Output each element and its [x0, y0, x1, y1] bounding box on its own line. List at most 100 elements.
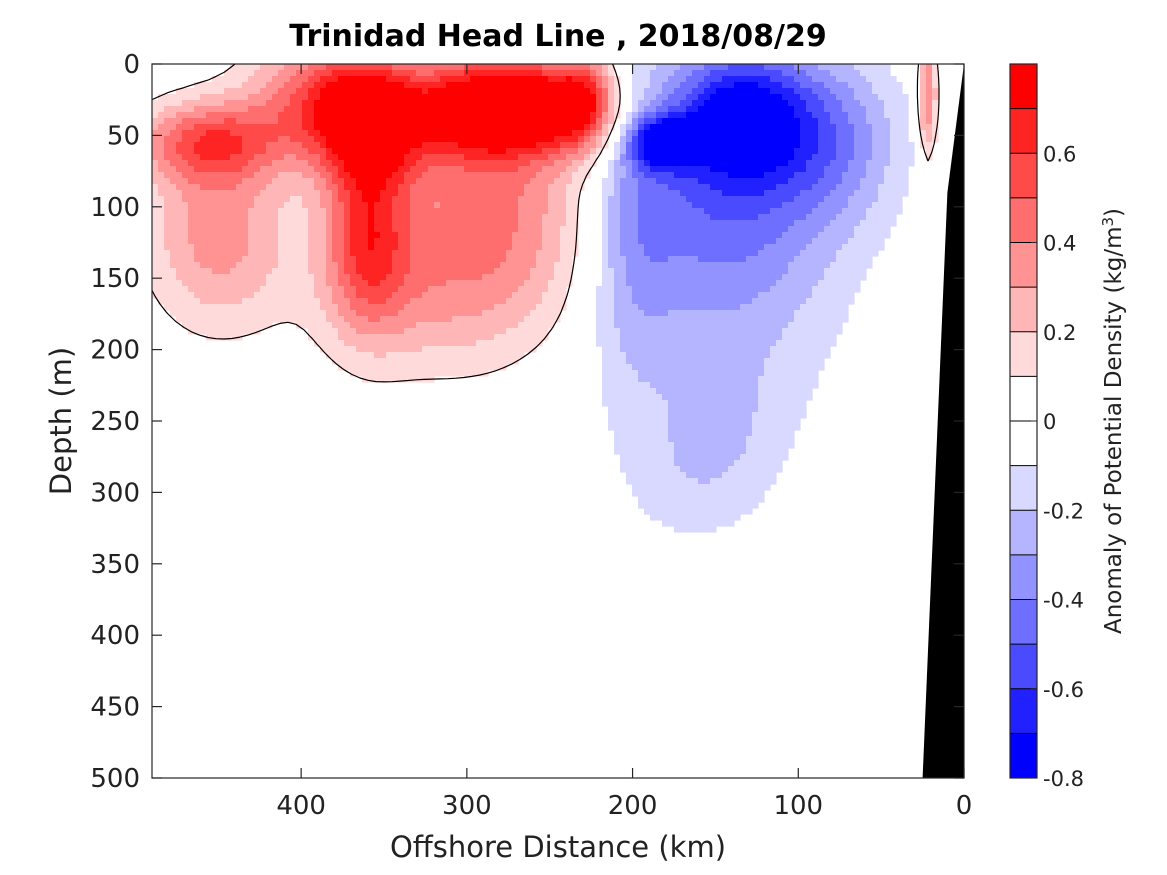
field-cell [524, 190, 549, 197]
field-cell [854, 154, 873, 161]
field-cell [302, 196, 321, 203]
y-tick-label: 400 [90, 621, 140, 651]
contour-line [152, 64, 940, 383]
field-cell [572, 160, 585, 167]
field-cell [182, 196, 255, 203]
field-cell [542, 70, 591, 77]
field-cell [434, 70, 465, 77]
field-cell [668, 412, 753, 419]
field-cell [866, 106, 885, 113]
zero-contour-lines [152, 64, 940, 383]
field-cell [314, 112, 591, 119]
field-cell [806, 166, 825, 173]
field-cell [764, 190, 801, 197]
field-cell [278, 232, 309, 239]
field-cell [158, 190, 183, 197]
field-cell [710, 478, 777, 485]
field-cell [410, 262, 501, 269]
field-cell [836, 250, 879, 257]
field-cell [734, 82, 759, 89]
field-cell [248, 160, 273, 167]
field-cell [602, 118, 609, 125]
field-cell [770, 88, 795, 95]
field-cell [668, 112, 687, 119]
field-cell [692, 202, 783, 209]
field-cell [542, 166, 567, 173]
field-cell [644, 112, 657, 119]
field-cell [344, 268, 357, 275]
field-cell [848, 238, 885, 245]
field-cell [314, 82, 327, 89]
field-cell [662, 88, 675, 95]
colorbar-tick-label: 0.6 [1043, 142, 1076, 166]
field-cell [626, 130, 633, 137]
field-cell [860, 220, 897, 227]
field-cell [320, 202, 333, 209]
field-cell [668, 424, 753, 431]
field-cell [794, 64, 819, 71]
field-cell [410, 256, 507, 263]
field-cell [446, 280, 525, 287]
field-cell [686, 112, 795, 119]
field-cell [842, 100, 861, 107]
field-cell [518, 166, 543, 173]
field-cell [518, 226, 543, 233]
field-cell [626, 142, 633, 149]
field-cell [302, 124, 315, 131]
field-cell [542, 292, 567, 299]
field-cell [188, 178, 243, 185]
field-cell [350, 280, 369, 287]
colorbar-tick-label: -0.8 [1043, 767, 1084, 791]
field-cell [524, 184, 549, 191]
field-cell [266, 280, 315, 287]
field-cell [620, 466, 681, 473]
field-cell [608, 244, 621, 251]
field-cell [704, 100, 789, 107]
field-cell [662, 118, 801, 125]
field-cell [164, 172, 183, 179]
field-cell [560, 244, 579, 251]
field-cell [308, 334, 339, 341]
field-cell [422, 88, 429, 95]
field-cell [722, 76, 771, 83]
field-cell [602, 82, 609, 89]
field-cell [716, 88, 771, 95]
field-cell [692, 70, 711, 77]
field-cell [506, 250, 537, 257]
field-cell [182, 130, 207, 137]
field-cell [920, 118, 927, 125]
field-cell [152, 124, 159, 131]
field-cell [392, 70, 417, 77]
field-cell [332, 232, 345, 239]
field-cell [266, 148, 309, 155]
field-cell [788, 160, 807, 167]
field-cell [308, 214, 327, 221]
field-cell [614, 88, 621, 95]
field-cell [572, 178, 585, 185]
field-cell [350, 244, 369, 251]
field-cell [794, 154, 813, 161]
field-cell [182, 322, 273, 329]
field-cell [650, 382, 759, 389]
field-cell [452, 316, 525, 323]
field-cell [356, 262, 393, 269]
field-cell [854, 148, 873, 155]
field-cell [602, 274, 615, 281]
field-cell [596, 118, 603, 125]
field-cell [854, 136, 873, 143]
field-cell [164, 154, 183, 161]
colorbar [1010, 63, 1037, 779]
field-cell [758, 388, 813, 395]
field-cell [842, 208, 867, 215]
field-cell [272, 178, 315, 185]
field-cell [836, 76, 867, 83]
field-cell [182, 154, 201, 161]
field-cell [152, 184, 159, 191]
field-cell [386, 298, 411, 305]
field-cell [704, 88, 717, 95]
field-cell [368, 220, 375, 227]
field-cell [686, 106, 699, 113]
field-cell [620, 340, 777, 347]
field-cell [788, 268, 825, 275]
field-cell [878, 94, 909, 101]
